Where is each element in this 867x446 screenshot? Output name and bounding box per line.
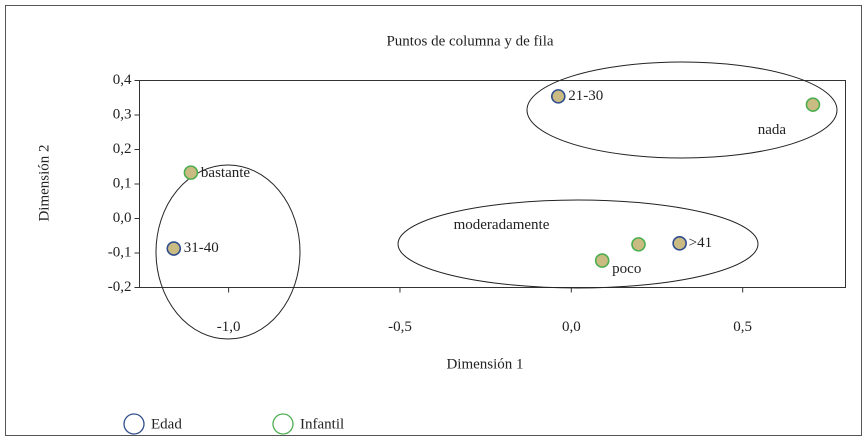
x-tick-label: -1,0 [217,319,241,335]
y-tick-label: 0,2 [113,141,132,157]
point [166,241,182,256]
point-label: moderadamente [454,217,550,233]
point [672,236,687,251]
point-label: nada [758,122,787,138]
y-tick-label: 0,4 [113,72,132,88]
y-tick-label: 0,0 [113,210,132,226]
frame [5,5,862,436]
y-tick-label: -0,2 [108,279,132,295]
legend-marker [123,413,145,435]
x-tick-label: -0,5 [388,319,412,335]
point [805,97,821,112]
legend-label: Edad [151,416,182,432]
plot-area [139,80,846,288]
y-tick-label: 0,3 [113,106,132,122]
point [183,165,199,180]
point-label: 21-30 [568,88,603,104]
point [631,237,646,252]
legend-label: Infantil [300,416,344,432]
y-tick-label: 0,1 [113,175,132,191]
legend-marker [272,413,294,435]
point-label: >41 [689,235,712,251]
y-tick-label: -0,1 [108,244,132,260]
point-label: bastante [201,165,250,181]
point [551,89,566,104]
y-axis-label: Dimensión 2 [36,144,52,221]
point-label: poco [612,261,641,277]
x-tick-label: 0,5 [733,319,752,335]
cluster-ellipse [155,164,301,340]
point [594,253,610,268]
x-axis-label: Dimensión 1 [446,356,523,372]
chart-title: Puntos de columna y de fila [386,33,553,49]
cluster-ellipse [526,61,838,159]
point-label: 31-40 [184,240,219,256]
cluster-ellipse [397,199,759,289]
x-tick-label: 0,0 [562,319,581,335]
